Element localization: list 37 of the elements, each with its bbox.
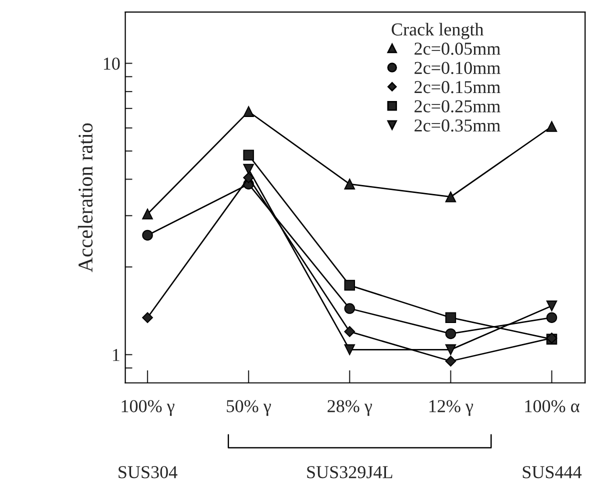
y-tick-label: 10 [104, 58, 120, 70]
x-tick-label: 100% γ [122, 400, 174, 416]
point [344, 303, 356, 314]
point [546, 312, 558, 323]
point [344, 178, 356, 190]
legend-label: 2c=0.35mm [414, 119, 500, 132]
y-axis-title: Acceleration ratio [78, 123, 93, 272]
text: SUS329J4L [307, 466, 392, 478]
point [344, 326, 356, 338]
point [243, 164, 254, 175]
point [445, 344, 456, 356]
point [142, 208, 153, 220]
x-tick-label: 12% γ [429, 400, 474, 416]
legend-label: 2c=0.15mm [414, 81, 500, 94]
point [344, 280, 356, 291]
legend-title: Crack length [392, 22, 484, 40]
point [445, 328, 456, 340]
x-tick-label: 28% γ [328, 400, 372, 416]
point [546, 300, 558, 312]
x-tick-label: 100% α [525, 400, 580, 412]
point [445, 191, 456, 202]
point [445, 312, 456, 323]
text: SUS444 [522, 466, 582, 478]
point [142, 312, 153, 324]
point [243, 106, 254, 117]
x-tick-label: 50% γ [226, 400, 271, 416]
y-tick-label: 1 [112, 348, 120, 361]
point [344, 344, 356, 356]
point [142, 230, 153, 241]
point [445, 356, 456, 367]
point [546, 121, 558, 132]
legend-label: 2c=0.25mm [414, 100, 500, 112]
legend-label: 2c=0.05mm [414, 42, 500, 55]
text: SUS304 [118, 466, 178, 478]
point [243, 150, 254, 161]
point [243, 172, 254, 184]
legend-label: 2c=0.10mm [414, 62, 500, 74]
